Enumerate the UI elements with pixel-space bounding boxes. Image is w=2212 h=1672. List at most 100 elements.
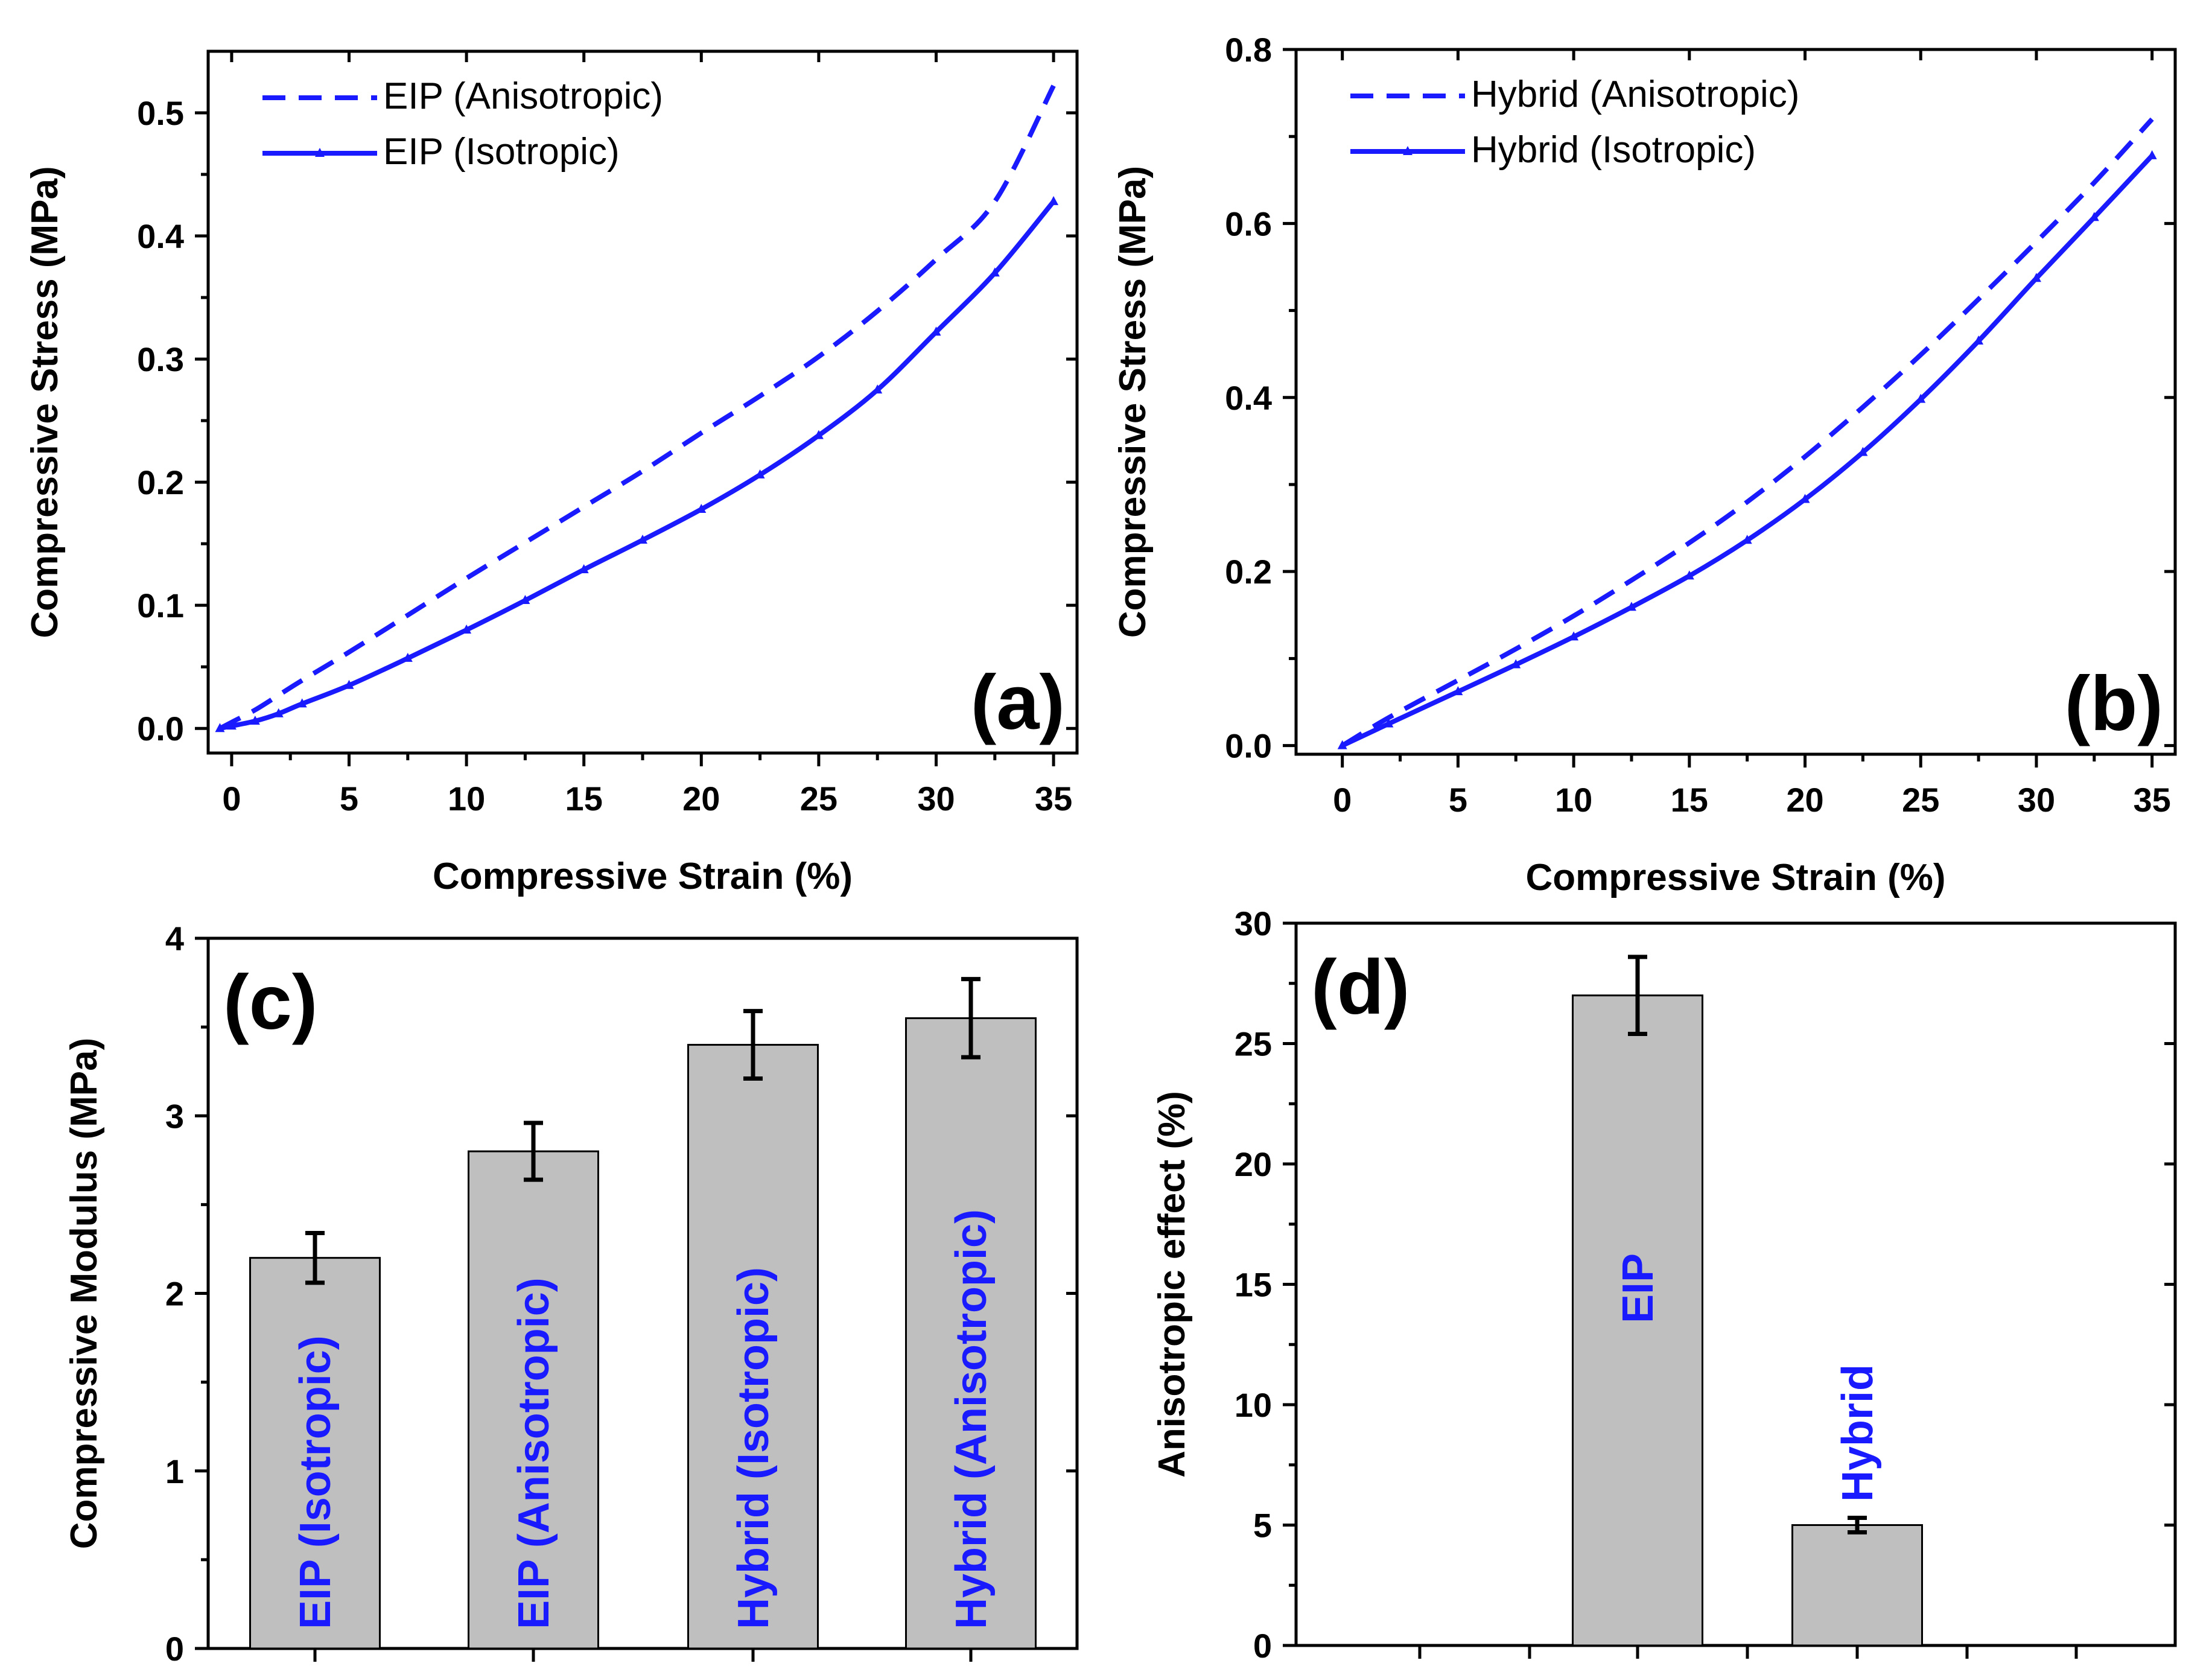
series-point: [2147, 150, 2157, 159]
series-point: [226, 720, 237, 730]
bar-category-label: EIP (Anisotropic): [510, 1277, 558, 1629]
panel-label: (b): [2065, 661, 2163, 747]
bar: [1572, 994, 1703, 1647]
series-point: [1569, 631, 1579, 641]
y-tick-label: 2: [165, 1275, 184, 1313]
series-point: [813, 430, 824, 439]
series-line-1: [219, 200, 1056, 731]
y-axis-title: Anisotropic effect (%): [1151, 1091, 1193, 1478]
series-point: [1974, 335, 1984, 345]
series-point: [579, 564, 589, 573]
x-tick-label: 0: [1333, 781, 1352, 819]
y-tick-label: 0.6: [1225, 205, 1272, 243]
series-point: [462, 624, 472, 634]
legend-marker: [315, 148, 325, 157]
legend-label: EIP (Isotropic): [383, 131, 620, 173]
x-tick-label: 15: [1671, 781, 1708, 819]
y-axis-title: Compressive Stress (MPa): [24, 166, 66, 638]
legend-label: Hybrid (Anisotropic): [1471, 74, 1799, 115]
series-point: [931, 326, 941, 336]
series-point: [696, 504, 707, 513]
x-tick-label: 30: [2018, 781, 2055, 819]
y-tick-label: 0.0: [1225, 727, 1272, 765]
x-tick-label: 5: [1449, 781, 1467, 819]
x-tick-label: 30: [917, 780, 955, 818]
x-tick-label: 15: [565, 780, 603, 818]
legend-marker: [1403, 146, 1413, 155]
series-point: [1511, 659, 1521, 669]
x-tick-label: 25: [800, 780, 837, 818]
x-tick-label: 5: [340, 780, 358, 818]
series-point: [755, 469, 765, 478]
legend-label: EIP (Anisotropic): [383, 75, 663, 117]
series-line-1: [1341, 154, 2154, 748]
panel-c-compressive-modulus: 0 1 2 3 4 Compressive Modulus (MPa) (c) EIP (Is…: [63, 920, 1079, 1668]
bar: [905, 1017, 1037, 1650]
series-point: [1800, 494, 1810, 503]
y-tick-label: 0.2: [1225, 553, 1272, 591]
y-axis-title: Compressive Modulus (MPa): [63, 1038, 105, 1549]
series-point: [1742, 535, 1752, 544]
plot-frame: [1294, 921, 2177, 1647]
y-tick-label: 1: [165, 1452, 184, 1490]
bar-category-label: Hybrid (Isotropic): [729, 1267, 778, 1629]
bar-category-label: Hybrid (Anisotropic): [947, 1209, 996, 1629]
series-point: [1049, 195, 1059, 205]
series-point: [638, 535, 647, 544]
x-axis-title: Compressive Strain (%): [433, 856, 853, 897]
x-tick-label: 10: [448, 780, 485, 818]
y-tick-label: 0.8: [1225, 31, 1272, 69]
panel-d-anisotropic-effect: 0 5 10 15 20 25 30 Anisotropic effect (%) (d) EIP…: [1151, 904, 2177, 1665]
series-point: [215, 723, 225, 733]
y-tick-label: 0.4: [137, 217, 184, 255]
series-point: [273, 708, 284, 717]
series-point: [990, 267, 1000, 277]
panel-a-stress-strain-eip: 0.0 0.1 0.2 0.3 0.4 0.5 Compressive Stress (MP…: [24, 49, 1079, 897]
x-axis-title: Compressive Strain (%): [1526, 857, 1946, 898]
series-point: [1453, 686, 1463, 696]
y-tick-label: 0.4: [1225, 379, 1272, 417]
series-point: [1916, 393, 1926, 403]
series-point: [1337, 740, 1347, 749]
y-tick-label: 0.1: [137, 586, 184, 625]
series-line-0: [1341, 117, 2154, 748]
y-tick-label: 10: [1235, 1386, 1272, 1424]
series-point: [344, 679, 354, 689]
y-tick-label: 30: [1235, 904, 1272, 942]
panel-label: (a): [971, 660, 1065, 746]
plot-frame: [206, 49, 1079, 755]
panel-label: (c): [223, 959, 317, 1046]
bar-category-label: EIP (Isotropic): [291, 1335, 340, 1629]
bar-category-label: EIP: [1614, 1253, 1662, 1323]
y-tick-label: 3: [165, 1097, 184, 1135]
bar-category-label: Hybrid: [1834, 1364, 1882, 1502]
x-tick-label: 10: [1555, 781, 1592, 819]
series-point: [297, 698, 307, 708]
x-tick-label: 35: [2134, 781, 2171, 819]
series-point: [402, 652, 413, 662]
y-tick-label: 4: [165, 920, 184, 958]
bar: [468, 1150, 599, 1650]
x-tick-label: 20: [1786, 781, 1823, 819]
x-tick-label: 0: [222, 780, 241, 818]
series-point: [2031, 273, 2041, 282]
series-point: [1384, 718, 1394, 728]
series-point: [1858, 447, 1868, 456]
y-tick-label: 0: [165, 1630, 184, 1668]
y-tick-label: 5: [1253, 1507, 1272, 1545]
series-point: [1626, 602, 1636, 611]
y-tick-label: 0.2: [137, 463, 184, 501]
bar: [1791, 1524, 1923, 1647]
y-axis-title: Compressive Stress (MPa): [1112, 166, 1154, 638]
series-point: [1684, 570, 1694, 580]
plot-frame: [1294, 48, 2177, 756]
y-tick-label: 0.3: [137, 340, 184, 378]
x-tick-label: 25: [1902, 781, 1939, 819]
series-point: [872, 384, 883, 394]
bar: [687, 1044, 819, 1650]
legend-label: Hybrid (Isotropic): [1471, 129, 1756, 171]
panel-b-stress-strain-hybrid: 0.0 0.2 0.4 0.6 0.8 Compressive Stress (MPa) (…: [1112, 31, 2177, 898]
series-point: [520, 594, 530, 604]
x-tick-label: 35: [1035, 780, 1072, 818]
